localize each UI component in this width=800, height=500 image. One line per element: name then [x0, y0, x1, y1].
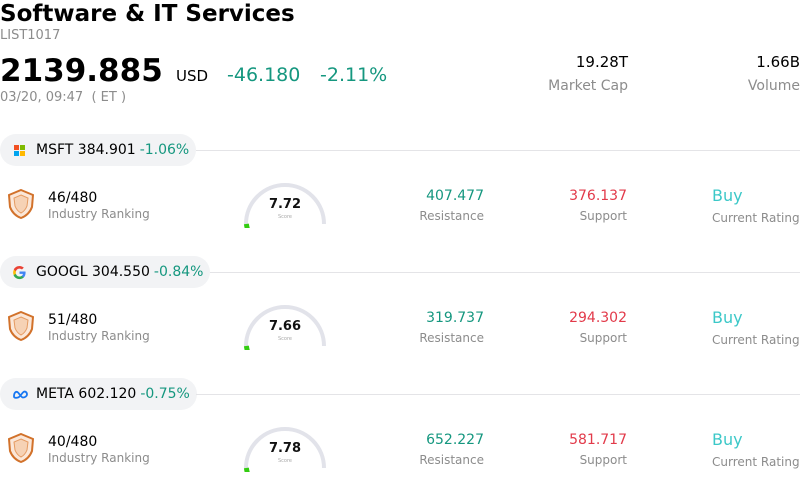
- score-value: 7.78: [269, 441, 301, 456]
- timestamp: 03/20, 09:47 ( ET ): [0, 90, 127, 105]
- support-label: Support: [579, 453, 627, 467]
- gauge-track: [244, 305, 326, 347]
- industry-rank-label: Industry Ranking: [48, 329, 150, 343]
- stock-change-percent: -1.06%: [139, 142, 190, 158]
- gauge-track: [244, 183, 326, 225]
- gauge-fill: [243, 345, 250, 350]
- stock-pill[interactable]: MSFT 384.901 -1.06%: [0, 134, 197, 166]
- rating-value: Buy: [712, 186, 743, 205]
- stock-pill[interactable]: GOOGL 304.550 -0.84%: [0, 256, 211, 288]
- index-price: 2139.885: [0, 53, 163, 89]
- stock-change-percent: -0.84%: [153, 264, 204, 280]
- industry-rank: 40/480: [48, 434, 98, 450]
- stock-price: 304.550: [92, 264, 150, 280]
- stock-symbol: GOOGL: [36, 264, 88, 280]
- industry-rank: 51/480: [48, 312, 98, 328]
- resistance-value: 652.227: [426, 432, 484, 448]
- rating-label: Current Rating: [712, 455, 800, 469]
- support-value: 294.302: [569, 310, 627, 326]
- google-logo-icon: [12, 265, 27, 280]
- stock-price: 602.120: [78, 386, 137, 402]
- resistance-value: 407.477: [426, 188, 484, 204]
- resistance-label: Resistance: [419, 453, 484, 467]
- stock-row[interactable]: GOOGL 304.550 -0.84% 51/480 Industry Ran…: [0, 256, 800, 378]
- price-change-percent: -2.11%: [320, 64, 388, 86]
- meta-logo-icon: [12, 387, 28, 402]
- volume-label: Volume: [747, 78, 800, 94]
- stock-pill[interactable]: META 602.120 -0.75%: [0, 378, 197, 410]
- volume-value: 1.66B: [756, 53, 800, 71]
- score-value: 7.66: [269, 319, 301, 334]
- shield-rank-icon: [8, 433, 34, 463]
- market-cap-label: Market Cap: [548, 78, 628, 94]
- resistance-value: 319.737: [426, 310, 484, 326]
- score-label: Score: [278, 214, 292, 220]
- market-cap-value: 19.28T: [575, 53, 628, 71]
- stock-change-percent: -0.75%: [140, 386, 190, 402]
- stock-price: 384.901: [77, 142, 136, 158]
- score-label: Score: [278, 336, 292, 342]
- rating-label: Current Rating: [712, 333, 800, 347]
- resistance-label: Resistance: [419, 209, 484, 223]
- score-gauge: 7.66 Score: [243, 305, 326, 350]
- gauge-fill: [243, 467, 250, 472]
- score-gauge: 7.78 Score: [243, 427, 326, 472]
- microsoft-logo-icon: [12, 143, 27, 158]
- support-value: 581.717: [569, 432, 627, 448]
- divider: [196, 394, 800, 395]
- stock-row[interactable]: MSFT 384.901 -1.06% 46/480 Industry Rank…: [0, 134, 800, 256]
- stock-row[interactable]: META 602.120 -0.75% 40/480 Industry Rank…: [0, 378, 800, 500]
- stock-symbol: MSFT: [36, 142, 74, 158]
- support-label: Support: [579, 331, 627, 345]
- divider: [196, 150, 800, 151]
- shield-rank-icon: [8, 189, 34, 219]
- support-label: Support: [579, 209, 627, 223]
- divider: [210, 272, 800, 273]
- price-change: -46.180: [227, 64, 301, 86]
- resistance-label: Resistance: [419, 331, 484, 345]
- currency-label: USD: [176, 67, 209, 85]
- score-value: 7.72: [269, 197, 301, 212]
- rating-label: Current Rating: [712, 211, 800, 225]
- support-value: 376.137: [569, 188, 627, 204]
- industry-rank-label: Industry Ranking: [48, 207, 150, 221]
- page-title: Software & IT Services: [0, 1, 295, 27]
- industry-rank-label: Industry Ranking: [48, 451, 150, 465]
- rating-value: Buy: [712, 308, 743, 327]
- stock-symbol: META: [36, 386, 74, 402]
- rating-value: Buy: [712, 430, 743, 449]
- gauge-track: [244, 427, 326, 469]
- list-code: LIST1017: [0, 28, 61, 43]
- gauge-fill: [243, 223, 250, 228]
- score-gauge: 7.72 Score: [243, 183, 326, 228]
- score-label: Score: [278, 458, 292, 464]
- shield-rank-icon: [8, 311, 34, 341]
- industry-rank: 46/480: [48, 190, 98, 206]
